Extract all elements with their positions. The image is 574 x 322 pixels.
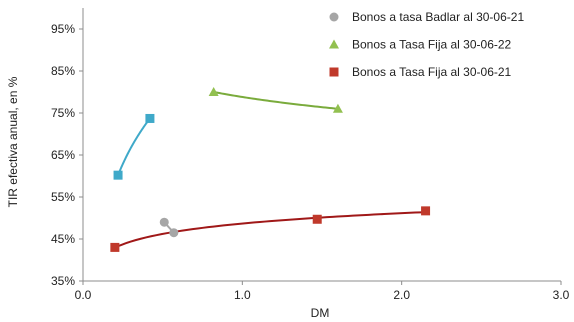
trend-line-3 xyxy=(117,117,151,176)
axes: 35% 45% 55% 65% 75% 85% 95% 0.0 1.0 2.0 3.0 xyxy=(51,8,570,302)
legend-marker-1 xyxy=(329,39,339,49)
x-tick-label: 1.0 xyxy=(234,288,251,302)
legend-label-2: Bonos a Tasa Fija al 30-06-21 xyxy=(352,65,512,79)
data-point-series-0 xyxy=(159,217,169,227)
data-point-series-1 xyxy=(332,103,343,113)
data-points xyxy=(110,87,431,252)
y-axis-title: TIR efectiva anual, en % xyxy=(6,76,20,207)
x-tick-label: 0.0 xyxy=(75,288,92,302)
data-point-series-3 xyxy=(113,170,123,180)
trend-line-2 xyxy=(114,211,426,249)
y-tick-label: 85% xyxy=(51,64,75,78)
y-tick-label: 65% xyxy=(51,148,75,162)
legend-marker-2 xyxy=(329,67,339,77)
y-tick-label: 45% xyxy=(51,232,75,246)
y-tick-label: 35% xyxy=(51,274,75,288)
data-point-series-2 xyxy=(421,206,431,216)
x-axis-title: DM xyxy=(311,306,330,320)
data-point-series-3 xyxy=(145,113,155,123)
legend-marker-0 xyxy=(329,12,339,22)
data-point-series-2 xyxy=(110,242,120,252)
data-point-series-1 xyxy=(208,87,219,96)
y-tick-label: 55% xyxy=(51,190,75,204)
x-tick-label: 2.0 xyxy=(393,288,410,302)
legend: Bonos a tasa Badlar al 30-06-21 Bonos a T… xyxy=(329,10,524,79)
x-tick-label: 3.0 xyxy=(553,288,570,302)
data-point-series-0 xyxy=(169,228,179,238)
trend-line-1 xyxy=(213,91,339,110)
y-tick-label: 95% xyxy=(51,22,75,36)
y-tick-label: 75% xyxy=(51,106,75,120)
legend-label-0: Bonos a tasa Badlar al 30-06-21 xyxy=(352,10,524,24)
legend-label-1: Bonos a Tasa Fija al 30-06-22 xyxy=(352,38,512,52)
data-point-series-2 xyxy=(312,214,322,224)
